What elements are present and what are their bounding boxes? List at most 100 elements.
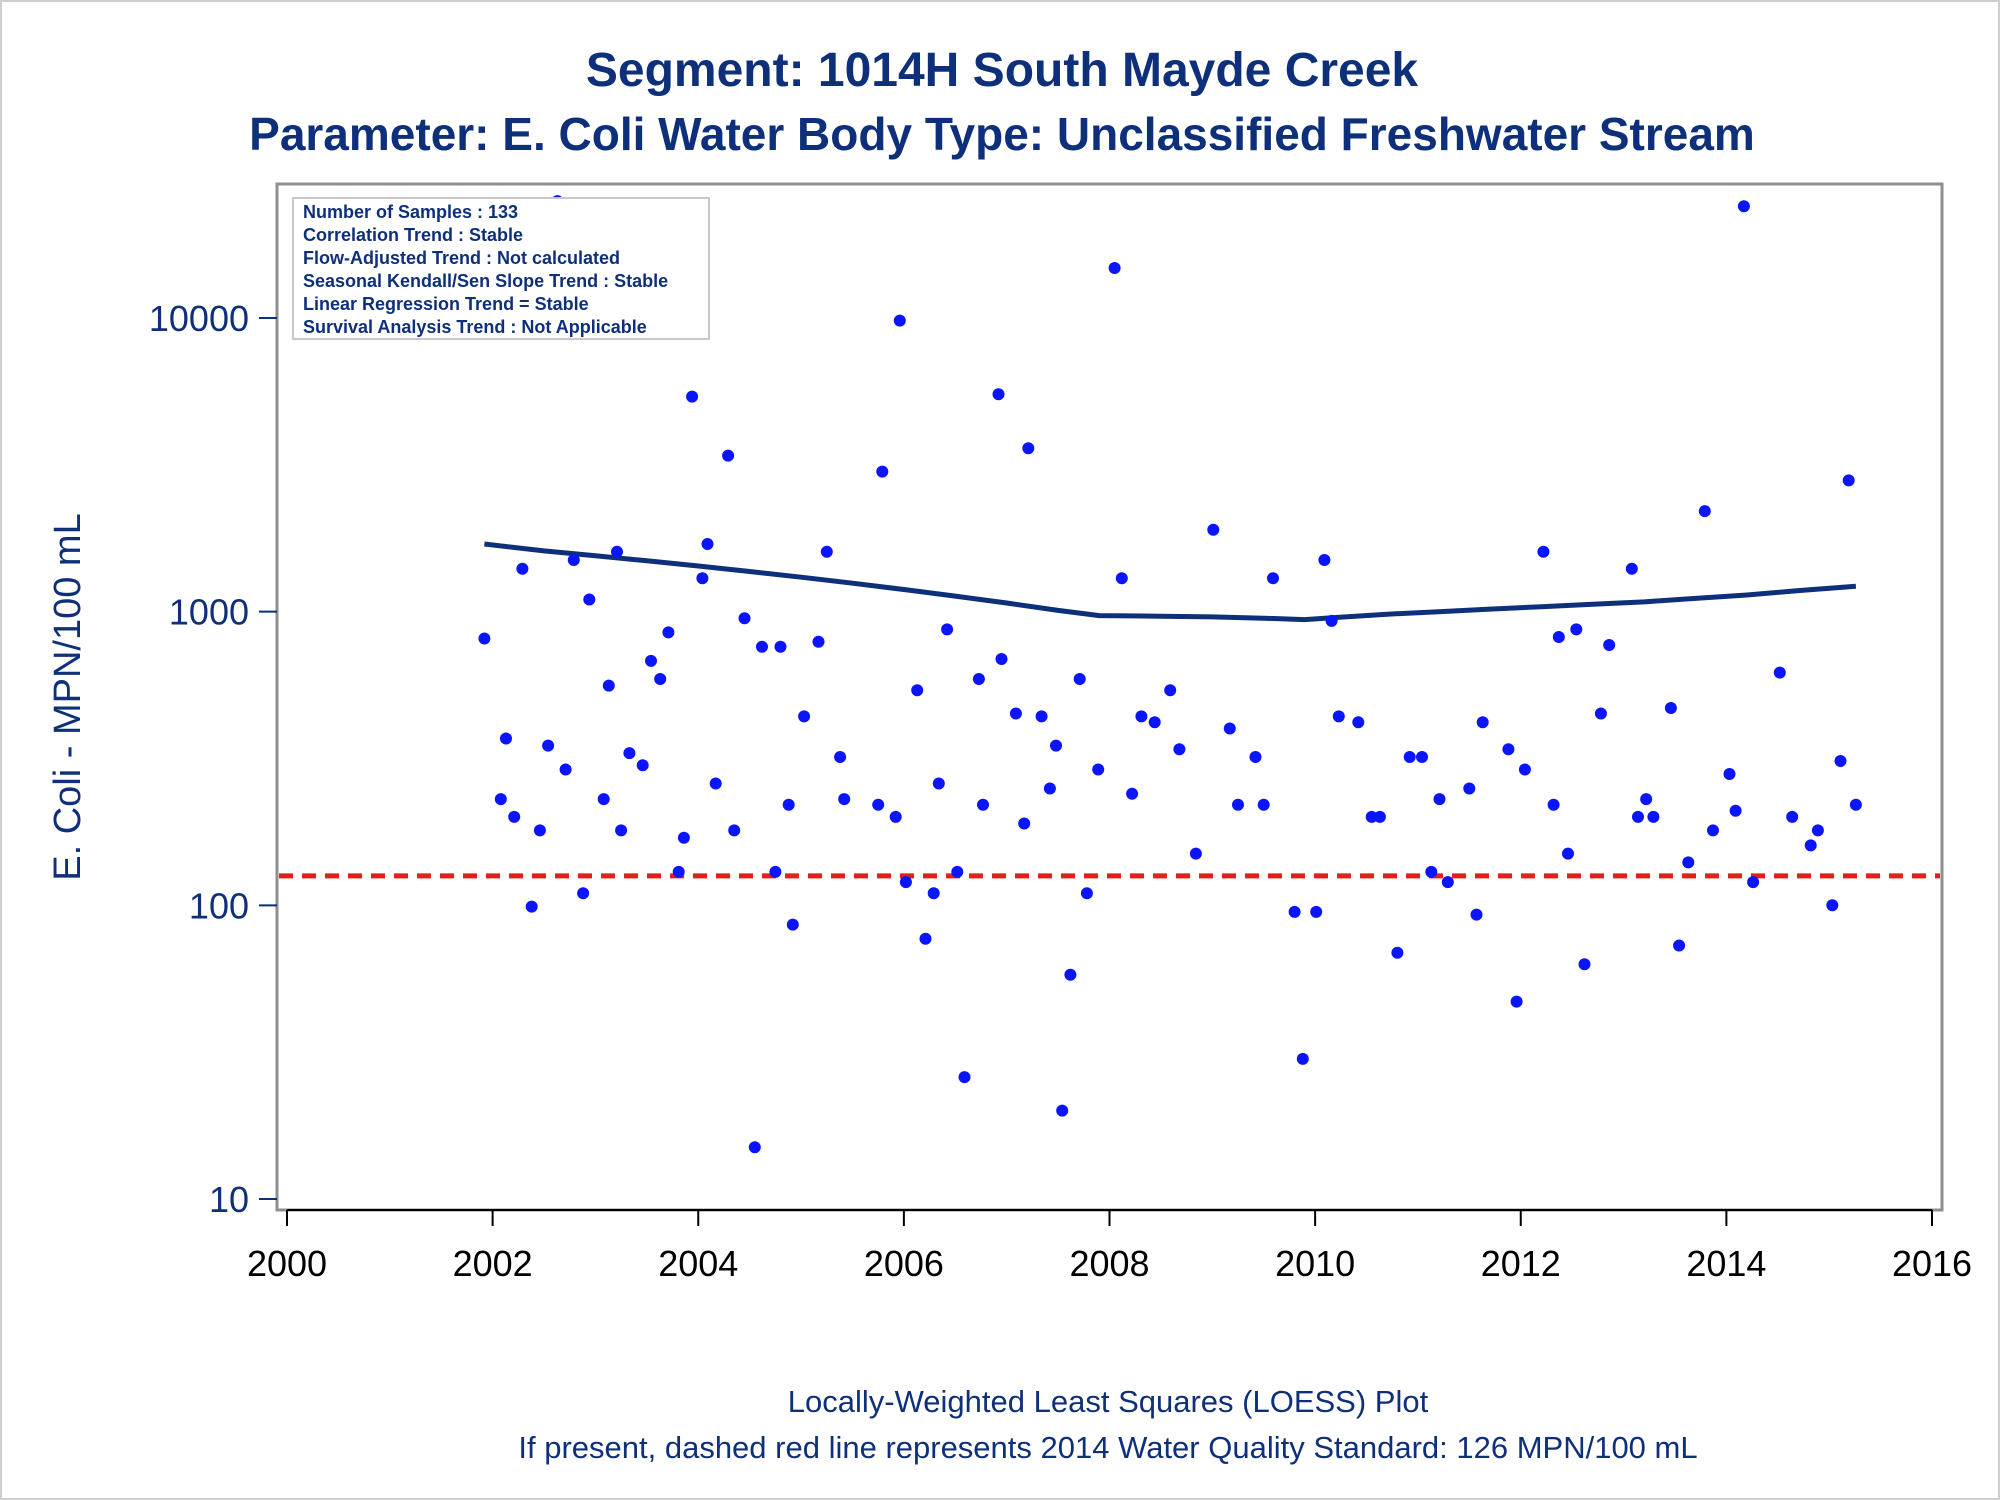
- data-point: [1126, 787, 1139, 800]
- data-point: [838, 793, 851, 806]
- data-point: [1502, 743, 1515, 756]
- data-point: [1249, 751, 1262, 763]
- data-point: [1325, 614, 1338, 627]
- data-point: [1056, 1104, 1069, 1117]
- data-point: [1022, 442, 1035, 455]
- stats-box: [292, 197, 710, 340]
- data-point: [516, 562, 529, 575]
- data-point: [1476, 716, 1489, 729]
- data-point: [1035, 710, 1048, 723]
- data-point: [889, 810, 902, 823]
- data-point: [1257, 798, 1270, 811]
- data-point: [645, 654, 657, 667]
- data-point: [1332, 710, 1345, 723]
- data-point: [1682, 856, 1695, 869]
- data-point: [738, 612, 751, 625]
- data-point: [525, 900, 538, 913]
- x-tick-label: 2012: [1481, 1243, 1561, 1284]
- data-point: [1786, 810, 1799, 823]
- data-point: [559, 763, 572, 776]
- data-point: [1594, 707, 1607, 720]
- data-point: [577, 887, 590, 900]
- data-point: [876, 465, 889, 478]
- data-point: [1826, 899, 1839, 912]
- y-tick-label: 10000: [149, 298, 249, 339]
- data-point: [654, 673, 667, 685]
- data-point: [1373, 810, 1386, 823]
- x-tick-label: 2016: [1892, 1243, 1972, 1284]
- data-point: [1148, 716, 1161, 729]
- data-point: [1043, 782, 1056, 795]
- data-point: [478, 632, 491, 645]
- data-point: [686, 390, 699, 403]
- data-point: [1510, 995, 1523, 1008]
- data-point: [756, 640, 768, 653]
- data-point: [941, 623, 954, 636]
- data-point: [494, 793, 507, 806]
- data-point: [1288, 905, 1301, 918]
- data-point: [995, 653, 1008, 665]
- y-tick-label: 100: [189, 885, 249, 926]
- data-point: [1673, 939, 1686, 952]
- data-point: [1441, 876, 1454, 889]
- data-point: [820, 545, 833, 558]
- data-point: [1747, 876, 1760, 889]
- data-point: [1463, 782, 1476, 795]
- data-point: [1842, 474, 1855, 487]
- data-point: [919, 932, 932, 945]
- data-point: [1698, 505, 1711, 518]
- data-point: [662, 626, 675, 639]
- data-point: [1547, 798, 1560, 811]
- data-point: [696, 572, 709, 585]
- data-point: [1552, 631, 1565, 643]
- data-point: [1811, 824, 1824, 837]
- data-point: [677, 831, 690, 844]
- data-point: [1064, 968, 1077, 981]
- x-tick-label: 2008: [1069, 1243, 1149, 1284]
- data-point: [1318, 554, 1331, 566]
- y-tick-label: 10: [209, 1179, 249, 1220]
- x-tick-label: 2010: [1275, 1243, 1355, 1284]
- data-point: [1773, 666, 1786, 679]
- data-point: [1625, 562, 1638, 575]
- data-point: [1632, 810, 1644, 823]
- data-point: [899, 876, 912, 889]
- data-point: [1834, 755, 1847, 767]
- data-point: [1267, 572, 1279, 585]
- data-point: [769, 865, 782, 878]
- data-point: [1403, 751, 1416, 763]
- data-point: [1849, 798, 1862, 811]
- data-point: [798, 710, 811, 723]
- data-point: [748, 1141, 761, 1154]
- x-axis: 2000 2002 2004 2006 2008 2010 2012 2014 2016: [247, 1209, 1972, 1284]
- data-point: [1108, 262, 1121, 274]
- data-point: [872, 798, 885, 811]
- data-point: [1073, 673, 1086, 685]
- data-point: [1416, 751, 1428, 763]
- data-point: [1537, 545, 1550, 558]
- x-tick-label: 2002: [453, 1243, 533, 1284]
- data-point: [927, 887, 940, 900]
- data-point: [1009, 707, 1022, 720]
- data-point: [597, 793, 610, 806]
- data-point: [611, 545, 623, 558]
- data-point: [1365, 810, 1378, 823]
- data-point: [623, 747, 636, 760]
- data-point: [1352, 716, 1365, 729]
- data-point: [533, 824, 546, 837]
- data-point: [542, 739, 555, 752]
- data-points: [478, 195, 1862, 1154]
- data-point: [615, 824, 628, 837]
- data-point: [1050, 739, 1062, 752]
- data-point: [1570, 623, 1583, 636]
- x-tick-label: 2006: [864, 1243, 944, 1284]
- data-point: [1664, 702, 1677, 714]
- data-point: [1391, 946, 1404, 959]
- chart-title: Segment: 1014H South Mayde Creek: [586, 44, 1419, 97]
- data-point: [1425, 865, 1438, 878]
- y-tick-label: 1000: [169, 592, 249, 633]
- stats-line: Linear Regression Trend = Stable: [303, 294, 589, 314]
- data-point: [722, 449, 735, 462]
- stats-lines: Number of Samples : 133 Correlation Trend…: [303, 202, 668, 337]
